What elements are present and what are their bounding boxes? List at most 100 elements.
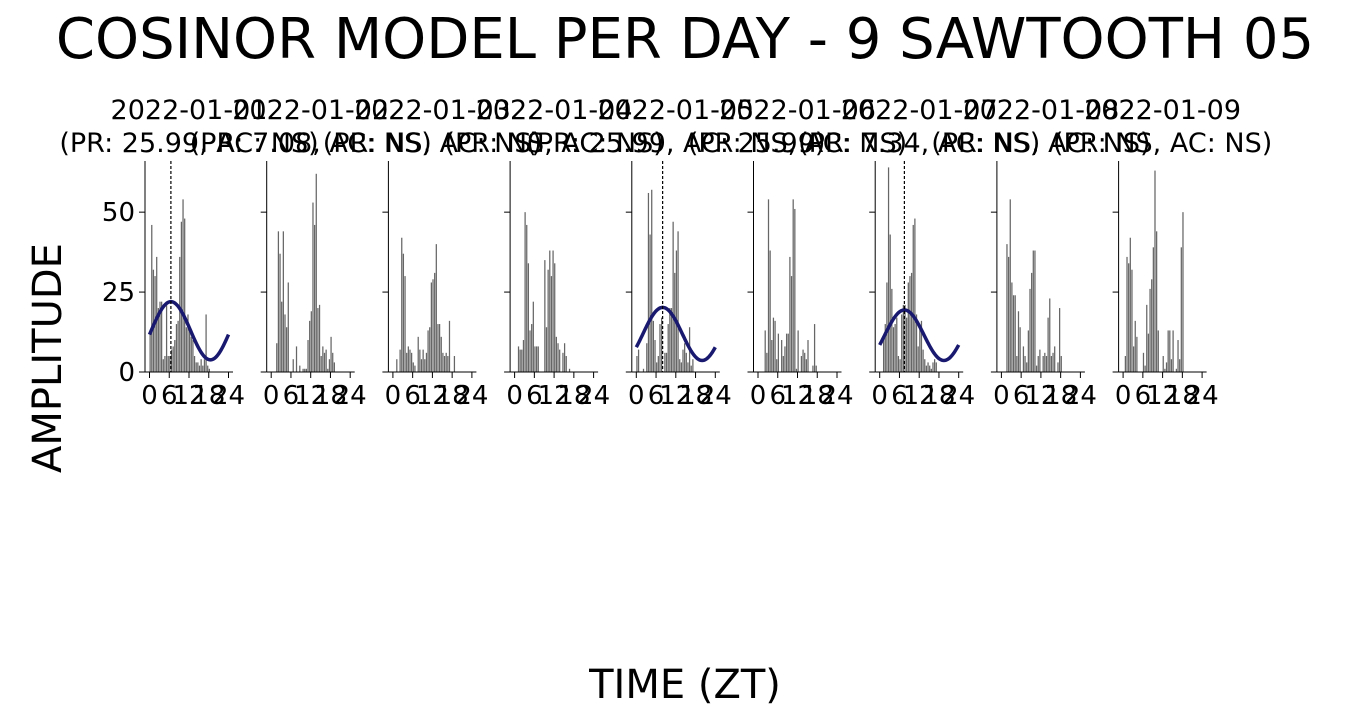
bar [764, 330, 766, 372]
bar [282, 231, 284, 372]
panel-title-line: 2022-01-03 [354, 95, 511, 126]
bar [914, 218, 916, 372]
bar [776, 359, 778, 372]
bar [1052, 352, 1054, 372]
bar [929, 365, 931, 372]
bar [317, 308, 319, 372]
bar [1131, 269, 1133, 372]
bar [202, 365, 204, 372]
bar [1017, 311, 1020, 372]
bar [174, 340, 176, 372]
bar [276, 343, 278, 372]
bar [152, 269, 155, 372]
bar [1011, 282, 1013, 372]
bar [532, 301, 534, 372]
bar [325, 349, 327, 372]
bar [772, 317, 775, 372]
panel-title-line: 2022-01-02 [232, 95, 389, 126]
bar [149, 333, 151, 372]
bar [1142, 352, 1145, 372]
bar [453, 356, 456, 372]
bar [659, 324, 661, 372]
bar [432, 279, 434, 372]
bar [1037, 356, 1039, 372]
panel-title-line: 2022-01-04 [476, 95, 633, 126]
bar [550, 276, 553, 372]
bar [185, 327, 187, 372]
bar [785, 333, 788, 372]
bar [1047, 317, 1049, 372]
x-tick-label: 18 [801, 381, 834, 411]
bar [164, 356, 166, 372]
bar [151, 224, 153, 372]
bar [1156, 231, 1158, 372]
bar [330, 336, 332, 372]
bar [667, 324, 669, 372]
x-tick-label: 18 [557, 381, 590, 411]
bar [524, 212, 526, 372]
bar [805, 359, 807, 372]
bar [161, 301, 163, 372]
bar [935, 362, 937, 372]
bar [1164, 368, 1166, 372]
bar [559, 349, 561, 372]
bar [1026, 362, 1028, 372]
bar [1022, 346, 1025, 372]
x-tick-label: 6 [648, 381, 665, 411]
panel-title-line: (PR: 7.34, AC: NS) [798, 128, 1040, 159]
bar [669, 308, 671, 372]
bar [448, 320, 451, 372]
bar [915, 314, 918, 372]
bar [894, 324, 896, 372]
cosinor-fit-line [147, 299, 231, 362]
x-tick-label: 12 [659, 381, 692, 411]
bar [1006, 244, 1008, 372]
bar [568, 368, 571, 372]
bar [930, 368, 932, 372]
bar [1172, 330, 1174, 372]
bar [420, 359, 423, 372]
bar [437, 324, 439, 372]
bar [169, 356, 171, 372]
bar [771, 340, 773, 372]
bar [435, 244, 437, 372]
bar [925, 365, 928, 372]
bar [313, 224, 316, 372]
bar [443, 356, 446, 372]
bar [1016, 356, 1018, 372]
bar [907, 282, 909, 372]
bar [555, 336, 557, 372]
bar [1175, 368, 1178, 372]
bar [901, 314, 903, 372]
x-axis-label: TIME (ZT) [589, 662, 781, 708]
bar [434, 272, 436, 372]
bar [919, 327, 921, 372]
bar [652, 320, 655, 372]
bar [1151, 279, 1153, 372]
bar [1024, 356, 1026, 372]
bar [782, 356, 784, 372]
bar [562, 352, 564, 372]
bar [292, 359, 294, 372]
bar [409, 349, 411, 372]
panel-title-line: 2022-01-09 [1084, 95, 1241, 126]
bar [332, 352, 334, 372]
bar [670, 308, 673, 372]
bar [1177, 340, 1179, 372]
bar [794, 208, 796, 372]
bar [565, 356, 567, 372]
bar [1179, 359, 1181, 372]
bar [1128, 263, 1130, 372]
bar [1034, 250, 1036, 372]
bar [302, 368, 304, 372]
bar [396, 359, 398, 372]
bar [554, 263, 556, 372]
bar [910, 272, 913, 372]
bar [442, 352, 444, 372]
bar [404, 276, 406, 372]
